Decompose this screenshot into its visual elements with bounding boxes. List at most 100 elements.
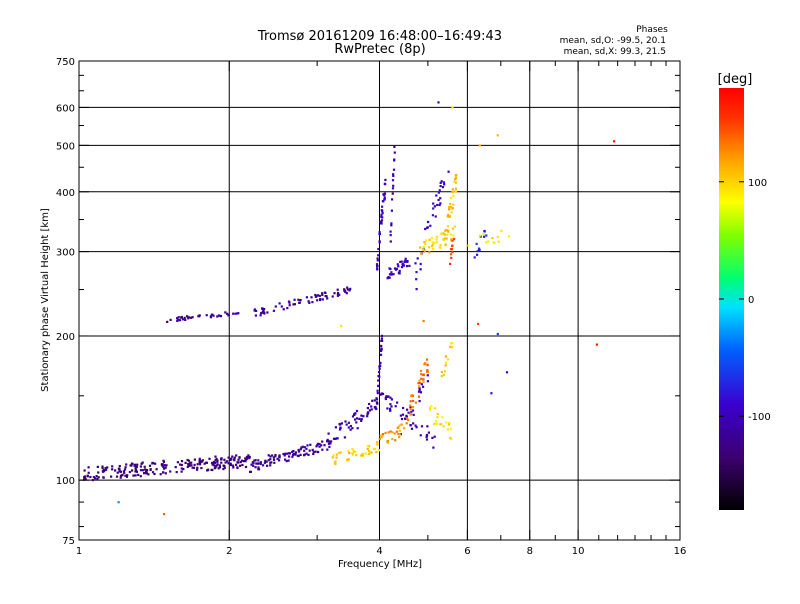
- x-trace-point: [444, 370, 447, 373]
- o-trace-point: [319, 298, 322, 301]
- o-trace-point: [391, 192, 394, 195]
- outlier-point: [422, 319, 425, 323]
- o-trace-point: [142, 469, 145, 472]
- x-trace-point: [451, 244, 454, 247]
- o-trace-point: [272, 458, 276, 461]
- o-trace-point: [198, 457, 201, 460]
- x-trace-point: [428, 251, 431, 254]
- x-trace-point: [351, 452, 354, 455]
- o-trace-point: [375, 263, 379, 266]
- o-trace-point: [139, 465, 142, 468]
- o-trace-point: [400, 260, 403, 263]
- o-trace-point: [187, 316, 190, 319]
- o-trace-point: [229, 462, 232, 465]
- o-trace-point: [134, 470, 137, 473]
- o-trace-point: [417, 390, 421, 393]
- o-trace-point: [259, 461, 262, 464]
- o-trace-point: [278, 455, 281, 458]
- o-trace-point: [347, 426, 350, 429]
- o-trace-point: [425, 438, 429, 441]
- o-trace-point: [163, 464, 166, 467]
- o-trace-point: [362, 415, 365, 418]
- o-trace-point: [291, 450, 294, 453]
- o-trace-point: [436, 203, 439, 207]
- o-trace-point: [345, 292, 348, 295]
- x-trace-point: [449, 262, 452, 265]
- x-trace-point: [395, 430, 398, 433]
- o-trace-point: [161, 463, 164, 466]
- chart-title: Tromsø 20161209 16:48:00–16:49:43: [257, 29, 502, 44]
- o-trace-point: [298, 450, 301, 453]
- o-trace-point: [218, 464, 221, 467]
- o-trace-point: [309, 443, 312, 446]
- x-trace-point: [450, 211, 453, 214]
- o-trace-point: [340, 422, 343, 425]
- o-trace-point: [438, 189, 441, 192]
- x-trace-point: [411, 394, 414, 397]
- o-trace-point: [153, 472, 156, 476]
- x-trace-point: [391, 437, 394, 441]
- x-trace-point: [389, 430, 392, 433]
- x-trace-point: [419, 381, 422, 385]
- o-trace-point: [272, 309, 275, 312]
- o-trace-point: [401, 264, 404, 267]
- x-trace-point: [449, 345, 452, 348]
- o-trace-point: [378, 232, 381, 235]
- x-trace-point: [449, 233, 453, 236]
- o-trace-point: [356, 427, 359, 430]
- o-trace-point: [440, 180, 443, 183]
- x-trace-point: [379, 434, 382, 437]
- o-trace-point: [447, 170, 450, 173]
- o-trace-point: [105, 468, 108, 471]
- o-trace-point: [380, 213, 383, 216]
- o-trace-point: [299, 299, 302, 302]
- o-trace-point: [384, 178, 387, 181]
- y-tick-label: 750: [56, 57, 75, 68]
- o-trace-point: [476, 249, 479, 253]
- o-trace-point: [210, 313, 213, 316]
- y-tick-label: 500: [56, 141, 75, 152]
- o-trace-point: [327, 440, 330, 443]
- x-trace-point: [467, 244, 470, 247]
- o-trace-point: [345, 423, 348, 426]
- o-trace-point: [217, 314, 220, 317]
- o-trace-point: [180, 470, 183, 473]
- o-trace-point: [255, 462, 258, 465]
- o-trace-point: [224, 461, 227, 464]
- x-trace-point: [364, 452, 367, 455]
- x-trace-point: [452, 234, 455, 237]
- x-tick-label: 10: [572, 546, 585, 557]
- x-trace-point: [436, 416, 439, 419]
- x-trace-point: [446, 225, 449, 228]
- x-trace-point: [496, 235, 499, 238]
- o-trace-point: [321, 298, 324, 301]
- o-trace-point: [380, 209, 383, 212]
- o-trace-point: [433, 205, 436, 208]
- y-tick-label: 400: [56, 188, 75, 199]
- o-trace-point: [427, 220, 430, 224]
- o-trace-point: [292, 449, 295, 453]
- o-trace-point: [149, 468, 152, 471]
- x-trace-point: [450, 256, 453, 259]
- o-trace-point: [415, 271, 418, 274]
- o-trace-point: [283, 454, 286, 457]
- o-trace-point: [383, 194, 386, 197]
- o-trace-point: [377, 247, 380, 251]
- o-trace-point: [366, 412, 369, 416]
- o-trace-point: [420, 425, 424, 428]
- o-trace-point: [227, 456, 230, 459]
- o-trace-point: [351, 427, 354, 430]
- o-trace-point: [383, 192, 386, 196]
- x-trace-point: [432, 248, 435, 251]
- o-trace-point: [162, 459, 165, 462]
- x-trace-point: [450, 237, 453, 240]
- o-trace-point: [274, 455, 277, 458]
- o-trace-point: [89, 475, 92, 479]
- x-trace-point: [403, 427, 406, 430]
- o-trace-point: [128, 470, 131, 474]
- o-trace-point: [376, 264, 379, 268]
- o-trace-point: [391, 198, 394, 201]
- o-trace-point: [327, 442, 331, 445]
- o-trace-point: [230, 457, 233, 460]
- o-trace-point: [392, 173, 395, 176]
